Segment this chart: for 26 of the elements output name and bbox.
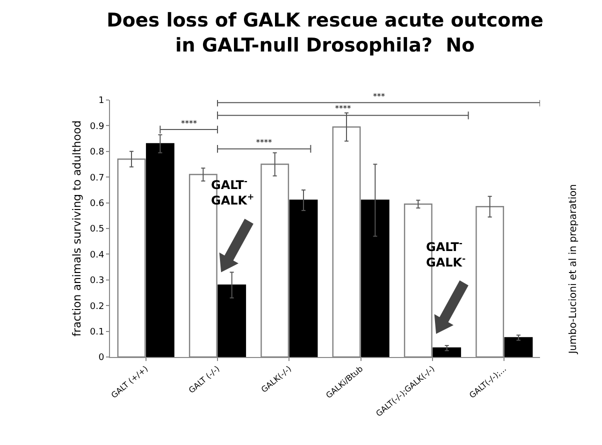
bar [432,347,462,357]
y-tick-label: 1 [98,96,104,106]
annotation: **** [181,119,197,128]
y-tick-label: 0.9 [90,122,104,132]
annotation: GALT$^{-}$ GALK$^{-}$ [426,238,466,270]
bar [360,200,390,357]
y-tick-label: 0.7 [90,173,104,184]
text: Jumbo-Lucioni et al in preparation [568,184,579,355]
bar [289,200,318,357]
y-tick-label: 0.3 [90,276,104,286]
annotation: GALT$^{-}$ GALK$^{+}$ [211,176,254,208]
y-tick-label: 0.6 [90,198,104,209]
annotation: **** [256,138,272,147]
y-axis-title: fraction animals surviving to adulthood [70,120,84,337]
bar [146,143,174,357]
bar [504,337,533,357]
annotation: **** [335,104,351,113]
y-tick-label: 0.5 [90,224,104,235]
y-tick-label: 0 [98,353,104,364]
y-tick-label: 0.1 [90,327,104,338]
y-tick-label: 0.4 [90,250,104,260]
annotation: *** [373,92,385,101]
y-tick-label: 0.8 [90,148,104,158]
y-tick-label: 0.2 [90,302,104,312]
chart-title: Does loss of GALK rescue acute outcome in GALT-null Drosophila? No [106,10,544,56]
bar [218,284,246,357]
